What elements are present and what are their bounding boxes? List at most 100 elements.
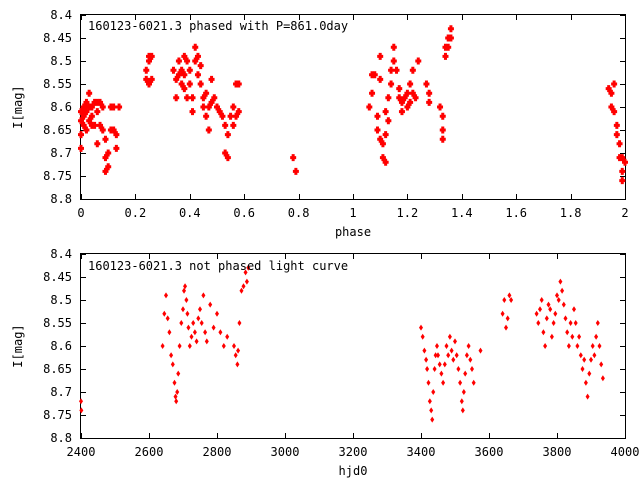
- data-point: [208, 75, 215, 83]
- data-point: [396, 85, 403, 93]
- data-point: [179, 320, 184, 326]
- data-point: [442, 52, 449, 60]
- data-point: [78, 144, 84, 152]
- data-point: [113, 131, 120, 139]
- panel-title: 160123-6021.3 phased with P=861.0day: [88, 19, 348, 33]
- data-point: [172, 379, 177, 386]
- data-point: [221, 343, 226, 349]
- x-tick-label: 0.6: [233, 206, 255, 220]
- phased-light-curve-panel: 0 0.2 0.4 0.6 0.8 1 1.2 1.4 1.6 1.8 2 8.48.458.58.…: [11, 8, 629, 239]
- data-point: [174, 398, 179, 405]
- data-point: [546, 301, 551, 308]
- data-point: [191, 320, 196, 326]
- data-point: [164, 292, 168, 299]
- data-point: [553, 310, 558, 317]
- data-point: [445, 43, 452, 51]
- data-point: [79, 407, 84, 414]
- data-point: [580, 366, 585, 372]
- y-tick-label: 8.55: [43, 316, 72, 330]
- data-point: [192, 43, 199, 51]
- data-point: [225, 333, 230, 340]
- axis-ticks: [81, 15, 626, 200]
- data-point: [79, 398, 83, 405]
- data-point: [205, 126, 212, 134]
- data-point: [544, 315, 549, 322]
- data-point: [196, 315, 201, 322]
- data-point: [113, 144, 120, 152]
- data-point: [246, 264, 251, 271]
- data-point: [536, 320, 541, 326]
- data-point: [619, 167, 626, 175]
- data-point: [110, 103, 117, 111]
- data-point: [148, 75, 155, 83]
- data-point: [458, 379, 463, 386]
- data-point: [230, 103, 237, 111]
- x-tick-label: 0.2: [125, 206, 147, 220]
- data-point: [91, 121, 98, 129]
- data-point: [173, 393, 178, 400]
- data-point: [385, 117, 392, 125]
- data-point: [611, 80, 618, 88]
- data-point: [218, 329, 223, 336]
- data-point: [566, 343, 571, 349]
- data-point: [539, 297, 544, 303]
- data-point: [442, 361, 447, 368]
- data-point: [613, 121, 620, 129]
- unphased-light-curve-panel: 2400 2600 2800 3000 3200 3400 3600 3800 4000 8.4…: [11, 247, 639, 478]
- x-tick-label: 0.4: [179, 206, 201, 220]
- data-point: [549, 333, 554, 340]
- y-tick-label: 8.6: [50, 100, 72, 114]
- data-point: [432, 366, 437, 372]
- data-point: [429, 407, 434, 414]
- data-point: [433, 352, 438, 359]
- data-point: [439, 135, 446, 143]
- y-tick-label: 8.65: [43, 123, 72, 137]
- data-point: [99, 103, 106, 111]
- y-tick-label: 8.4: [50, 8, 72, 22]
- data-point: [184, 94, 191, 102]
- data-point: [430, 416, 435, 423]
- data-point: [412, 94, 419, 102]
- data-point: [116, 103, 123, 111]
- data-point: [437, 103, 444, 111]
- data-point: [83, 126, 90, 134]
- data-point: [236, 347, 241, 354]
- data-point: [162, 310, 167, 317]
- data-point: [94, 140, 101, 148]
- data-point: [175, 57, 182, 65]
- data-point: [543, 343, 548, 349]
- data-point: [426, 89, 433, 97]
- data-point: [197, 80, 204, 88]
- data-point: [555, 292, 559, 299]
- x-axis-label: hjd0: [339, 464, 368, 478]
- y-tick-label: 8.65: [43, 362, 72, 376]
- data-point: [449, 347, 454, 354]
- data-point: [434, 343, 439, 349]
- data-point: [235, 80, 242, 88]
- data-point: [183, 283, 188, 290]
- data-point: [534, 310, 539, 317]
- data-point: [173, 94, 180, 102]
- data-point: [290, 154, 297, 162]
- data-point: [99, 126, 106, 134]
- data-point: [382, 158, 389, 166]
- y-axis-label: I[mag]: [11, 324, 25, 367]
- data-point: [197, 62, 204, 70]
- data-point: [578, 352, 583, 359]
- data-point: [568, 320, 573, 326]
- data-point: [200, 103, 207, 111]
- data-point: [599, 361, 604, 368]
- data-point: [447, 333, 452, 340]
- data-point: [377, 52, 384, 60]
- data-point: [143, 66, 150, 74]
- data-point: [468, 356, 473, 363]
- data-point: [86, 89, 93, 97]
- axis-ticks: [81, 254, 626, 439]
- data-point: [204, 338, 209, 345]
- data-point: [189, 333, 194, 340]
- data-point: [404, 89, 411, 97]
- data-point: [184, 297, 189, 303]
- y-tick-label: 8.45: [43, 31, 72, 45]
- x-axis-label: phase: [335, 225, 371, 239]
- data-point: [461, 389, 466, 395]
